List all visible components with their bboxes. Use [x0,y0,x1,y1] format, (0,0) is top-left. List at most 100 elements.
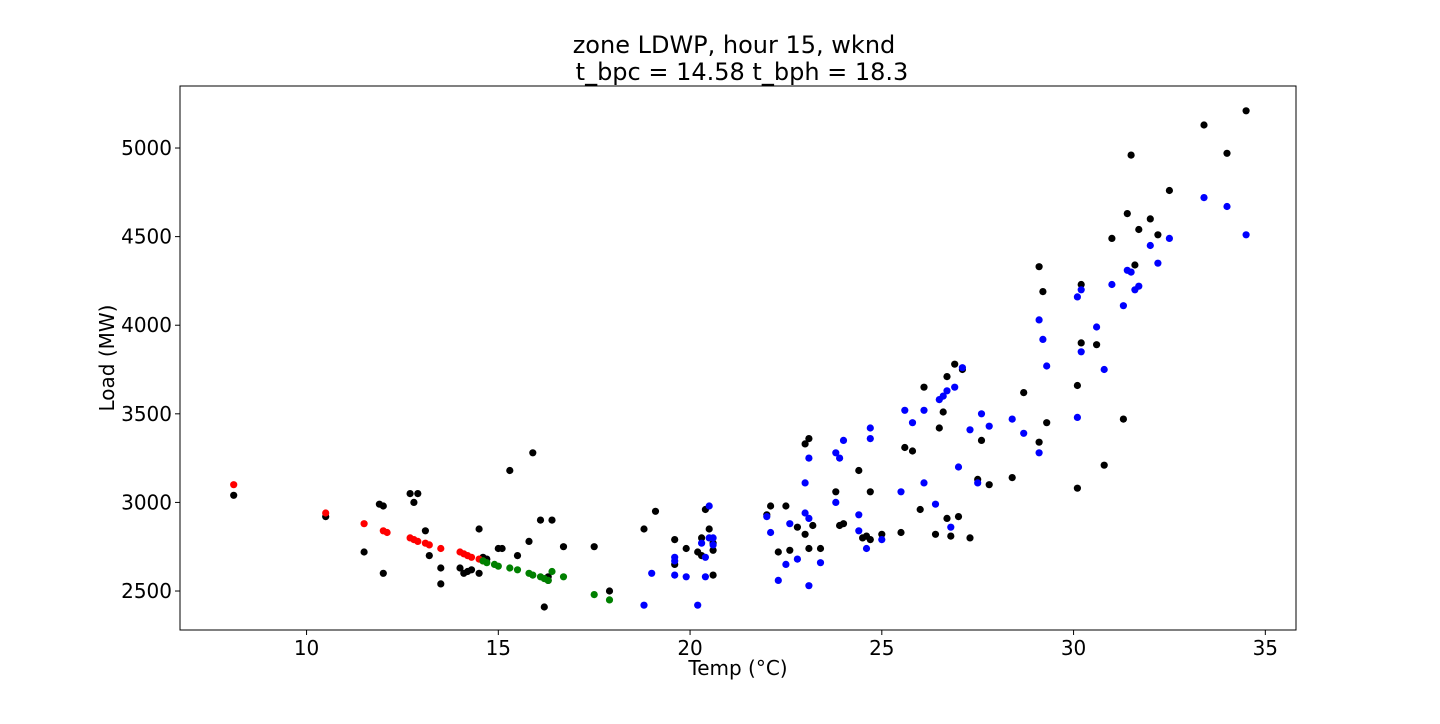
data-point-series-1-9 [425,541,433,549]
data-point-series-0-80 [951,360,959,368]
data-point-series-3-8 [701,553,710,561]
data-point-series-3-10 [705,502,713,510]
data-point-series-0-94 [1073,484,1081,492]
x-tick-label: 30 [1061,636,1086,660]
data-point-series-3-52 [985,422,993,430]
data-point-series-3-58 [1043,362,1051,370]
data-point-series-3-15 [767,528,775,537]
data-point-series-3-23 [805,582,813,590]
data-point-series-3-29 [839,436,848,444]
x-tick-label: 25 [869,636,894,660]
x-tick-label: 20 [677,636,702,660]
data-point-series-0-91 [1039,288,1047,296]
data-point-series-3-49 [966,426,974,434]
data-point-series-3-13 [709,541,717,549]
data-point-series-0-75 [935,424,943,432]
data-point-series-3-25 [816,559,825,567]
data-point-series-0-104 [1135,225,1143,234]
data-point-series-3-75 [1223,202,1231,211]
data-point-series-3-53 [1008,415,1016,423]
data-point-series-3-30 [855,511,863,519]
x-tick-label: 10 [294,636,319,660]
data-point-series-0-4 [379,502,387,510]
data-point-series-0-35 [640,525,648,533]
data-point-series-3-65 [1108,280,1116,289]
data-point-series-0-13 [456,564,464,572]
data-point-series-0-87 [1008,474,1016,482]
data-point-series-3-43 [939,392,947,400]
ticks-layer: 10 15 20 25 30 35 2500 3000 3500 4000 4500 5000 [121,136,1278,660]
data-point-series-0-49 [767,502,775,510]
data-point-series-3-12 [709,534,717,542]
data-point-series-3-18 [786,520,794,528]
data-point-series-1-2 [360,520,368,528]
data-point-series-3-66 [1119,302,1127,310]
data-point-series-3-71 [1146,241,1154,250]
data-point-series-0-71 [908,447,917,455]
data-point-series-2-1 [483,559,491,567]
data-point-series-3-54 [1020,429,1028,437]
data-point-series-0-86 [985,481,993,489]
x-tick-label: 15 [486,636,511,660]
data-point-series-0-23 [506,466,514,475]
data-point-series-0-36 [651,507,660,515]
data-point-series-0-79 [947,532,955,540]
data-point-series-3-35 [878,536,886,544]
data-point-series-3-7 [698,539,706,547]
data-point-series-0-39 [682,544,690,553]
data-point-series-2-14 [605,596,614,604]
data-point-series-2-7 [529,571,537,579]
y-tick-label: 5000 [121,136,172,160]
data-point-series-3-33 [866,435,874,443]
data-point-series-0-74 [931,530,940,538]
data-point-series-0-93 [1073,381,1081,390]
data-point-series-0-56 [805,435,813,443]
data-point-series-2-10 [544,576,552,585]
data-point-series-0-68 [878,530,886,538]
points-layer [230,107,1250,611]
data-point-series-0-101 [1123,210,1131,218]
data-point-series-0-16 [467,566,476,574]
data-point-series-3-39 [920,479,928,487]
data-point-series-0-73 [920,383,928,391]
data-point-series-3-61 [1077,348,1085,356]
data-point-series-0-6 [406,490,414,498]
data-point-series-0-89 [1035,263,1043,271]
data-point-series-3-64 [1100,365,1108,374]
data-point-series-3-63 [1093,323,1101,331]
data-point-series-0-109 [1223,149,1231,157]
data-point-series-0-31 [548,516,556,524]
data-point-series-0-83 [966,534,974,542]
data-point-series-3-21 [801,479,809,487]
data-point-series-3-9 [701,573,710,581]
data-point-series-0-62 [839,520,848,528]
data-point-series-1-0 [230,481,238,489]
data-point-series-3-51 [977,410,986,418]
data-point-series-0-0 [230,491,238,499]
data-point-series-3-5 [682,573,690,581]
data-point-series-0-99 [1108,234,1116,242]
data-point-series-0-110 [1242,107,1250,115]
data-point-series-3-57 [1039,335,1047,343]
data-point-series-0-97 [1093,341,1101,349]
data-point-series-3-73 [1165,234,1173,242]
data-point-series-3-0 [640,601,648,609]
data-point-series-3-68 [1127,268,1135,276]
data-point-series-0-9 [421,527,429,535]
data-point-series-0-100 [1119,415,1127,423]
data-point-series-0-28 [540,603,548,611]
data-point-series-3-24 [805,454,813,462]
data-point-series-3-55 [1035,449,1043,457]
data-point-series-2-12 [559,573,568,581]
data-point-series-3-32 [862,544,871,553]
data-point-series-0-63 [855,466,863,475]
data-point-series-3-16 [774,576,782,585]
data-point-series-3-36 [897,488,905,496]
chart-title-line-1: zone LDWP, hour 15, wknd [573,31,896,59]
data-point-series-0-76 [939,408,947,416]
data-point-series-0-47 [709,546,717,554]
data-point-series-3-44 [943,387,951,395]
data-point-series-0-102 [1127,151,1135,159]
y-tick-label: 3000 [121,490,172,514]
data-point-series-3-46 [951,383,959,391]
